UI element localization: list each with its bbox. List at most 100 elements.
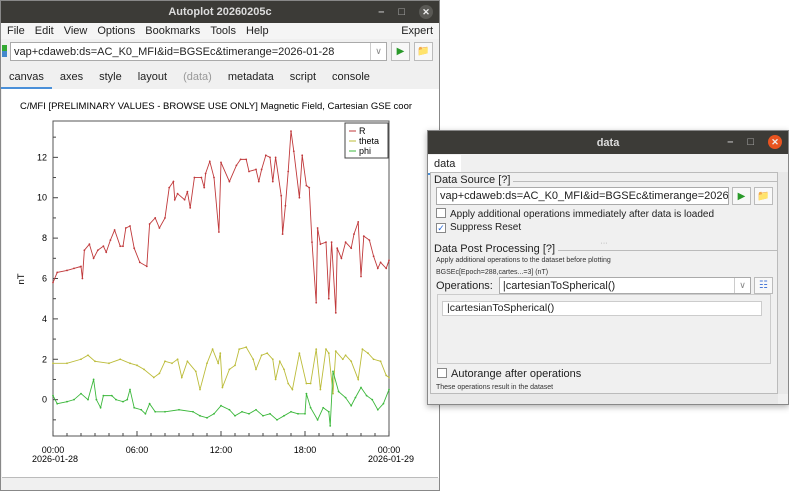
play-button[interactable]: ▶	[732, 187, 751, 205]
data-point-phi	[220, 404, 222, 407]
data-point-theta	[87, 354, 89, 357]
data-point-R	[52, 281, 54, 284]
uri-combo[interactable]: vap+cdaweb:ds=AC_K0_MFI&id=BGSEc&timeran…	[10, 42, 387, 61]
chevron-down-icon[interactable]: ∨	[734, 278, 750, 293]
tab-layout[interactable]: layout	[137, 71, 168, 83]
tab-style[interactable]: style	[99, 71, 122, 83]
data-point-R	[368, 239, 371, 242]
data-point-R	[235, 164, 238, 167]
data-point-phi	[126, 398, 129, 401]
data-point-theta	[180, 376, 183, 379]
close-icon[interactable]: ✕	[419, 5, 433, 19]
data-point-phi	[206, 416, 208, 419]
post-processing-description: Apply additional operations to the datas…	[436, 257, 611, 264]
data-point-R	[218, 231, 220, 233]
menu-file[interactable]: File	[7, 25, 25, 37]
data-point-phi	[255, 408, 257, 411]
horizontal-scrollbar[interactable]	[430, 394, 778, 404]
data-point-R	[257, 180, 260, 183]
minimize-icon[interactable]: –	[378, 6, 385, 18]
dataset-description: BGSEc[Epoch=288,cartes...=3] (nT)	[436, 269, 549, 276]
data-point-R	[316, 227, 319, 229]
chart[interactable]: C/MFI [PRELIMINARY VALUES - BROWSE USE O…	[2, 89, 439, 478]
data-dialog: data – □ ✕ data Data Source [?] vap+cdaweb…	[427, 130, 789, 405]
data-point-phi	[73, 398, 75, 401]
data-point-R	[228, 180, 231, 183]
menu-bookmarks[interactable]: Bookmarks	[145, 25, 201, 37]
data-point-R	[133, 247, 136, 250]
checkbox-checked-icon[interactable]: ✓	[436, 223, 446, 233]
data-point-phi	[269, 412, 271, 415]
legend-label: phi	[359, 146, 371, 156]
maximize-icon[interactable]: □	[747, 136, 754, 148]
data-point-R	[372, 255, 375, 258]
close-icon[interactable]: ✕	[768, 135, 782, 149]
x-tick-date-label: 2026-01-29	[368, 454, 414, 464]
browse-folder-button[interactable]: 📁	[754, 187, 773, 205]
data-point-theta	[129, 362, 131, 365]
data-source-label[interactable]: Data Source [?]	[434, 174, 514, 186]
maximize-icon[interactable]: □	[398, 6, 405, 18]
data-point-theta	[136, 364, 138, 367]
data-point-phi	[382, 402, 385, 405]
checkbox-icon[interactable]	[436, 208, 446, 218]
post-processing-label[interactable]: Data Post Processing [?]	[434, 243, 559, 255]
data-point-R	[290, 130, 292, 132]
operations-input[interactable]: |cartesianToSpherical()	[502, 279, 616, 292]
checkbox-icon[interactable]	[437, 368, 447, 378]
data-point-theta	[315, 348, 318, 351]
data-point-theta	[357, 378, 360, 381]
operations-textarea[interactable]: |cartesianToSpherical()	[437, 294, 771, 364]
minimize-icon[interactable]: –	[727, 136, 734, 148]
data-point-R	[200, 176, 203, 179]
tab-canvas[interactable]: canvas	[1, 67, 52, 89]
data-point-phi	[80, 392, 82, 395]
data-point-R	[80, 265, 82, 268]
chevron-down-icon[interactable]: ∨	[370, 43, 386, 60]
data-point-theta	[94, 360, 96, 363]
data-point-R	[83, 249, 86, 252]
autorange-checkbox[interactable]: Autorange after operations	[437, 368, 777, 380]
tab-axes[interactable]: axes	[59, 71, 84, 83]
plot-canvas[interactable]: C/MFI [PRELIMINARY VALUES - BROWSE USE O…	[2, 89, 439, 478]
tab-data[interactable]: (data)	[183, 71, 212, 83]
data-point-theta	[52, 362, 54, 365]
data-point-R	[158, 227, 161, 229]
operations-combo[interactable]: |cartesianToSpherical() ∨	[498, 277, 751, 294]
x-tick-label: 00:00	[42, 445, 65, 455]
apply-immediately-label: Apply additional operations immediately …	[450, 209, 715, 220]
operations-text-line[interactable]: |cartesianToSpherical()	[442, 301, 762, 316]
menu-help[interactable]: Help	[246, 25, 269, 37]
dialog-uri-input[interactable]: vap+cdaweb:ds=AC_K0_MFI&id=BGSEc&timeran…	[440, 190, 729, 202]
data-point-theta	[234, 364, 236, 367]
menu-edit[interactable]: Edit	[34, 25, 54, 37]
status-bar	[2, 477, 438, 489]
tab-metadata[interactable]: metadata	[227, 71, 274, 83]
play-button[interactable]: ▶	[391, 42, 410, 61]
splitter-handle[interactable]: ···	[600, 240, 608, 247]
data-point-phi	[332, 370, 334, 373]
browse-folder-button[interactable]: 📁	[414, 42, 433, 61]
tab-console[interactable]: console	[332, 71, 370, 83]
data-point-phi	[99, 406, 102, 409]
data-point-R	[96, 249, 99, 252]
data-point-theta	[199, 388, 201, 391]
apply-immediately-checkbox[interactable]: Apply additional operations immediately …	[436, 208, 714, 220]
data-point-R	[154, 217, 157, 219]
menu-tools[interactable]: Tools	[210, 25, 236, 37]
data-point-phi	[234, 414, 236, 417]
menu-view[interactable]: View	[63, 25, 88, 37]
data-point-theta	[334, 350, 337, 353]
tab-script[interactable]: script	[289, 71, 316, 83]
vertical-scrollbar[interactable]	[778, 172, 788, 394]
uri-input[interactable]: vap+cdaweb:ds=AC_K0_MFI&id=BGSEc&timeran…	[14, 45, 335, 58]
data-point-phi	[144, 412, 147, 415]
operations-editor-button[interactable]: ☷	[754, 277, 773, 294]
suppress-reset-checkbox[interactable]: ✓ Suppress Reset	[436, 222, 521, 233]
data-point-theta	[186, 360, 189, 363]
menu-options[interactable]: Options	[97, 25, 136, 37]
data-point-R	[183, 198, 186, 201]
dialog-uri-combo[interactable]: vap+cdaweb:ds=AC_K0_MFI&id=BGSEc&timeran…	[436, 187, 729, 205]
data-point-R	[172, 180, 175, 183]
expert-menu[interactable]: Expert	[401, 25, 433, 37]
